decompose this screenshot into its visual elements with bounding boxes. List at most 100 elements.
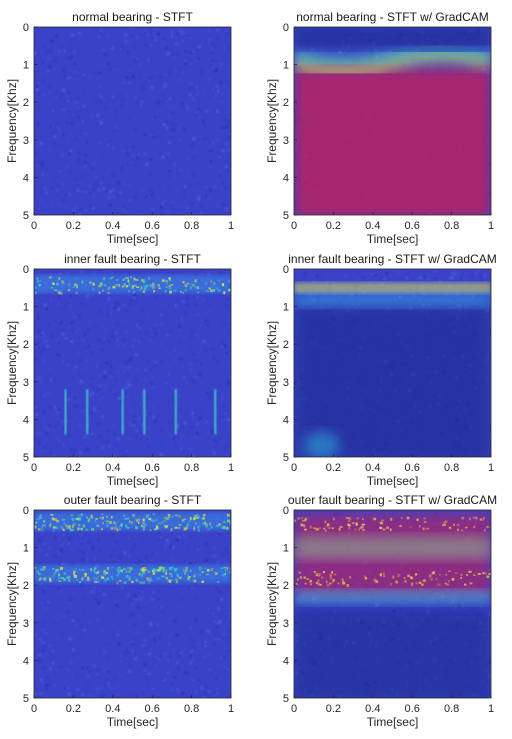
x-tick-label: 0.6 xyxy=(405,462,420,474)
y-tick-label: 0 xyxy=(283,22,289,34)
axes-frame xyxy=(33,26,232,216)
x-tick-label: 1 xyxy=(488,703,494,715)
x-tick-label: 0 xyxy=(291,462,297,474)
y-tick-label: 5 xyxy=(283,452,289,464)
heatmap-area xyxy=(294,27,491,215)
x-tick-label: 1 xyxy=(228,703,234,715)
y-tick-label: 0 xyxy=(283,264,289,276)
x-tick-label: 1 xyxy=(488,462,494,474)
axes-frame xyxy=(293,509,492,699)
x-tick-label: 0.8 xyxy=(444,462,459,474)
axes-frame xyxy=(293,26,492,216)
heatmap-area xyxy=(294,510,491,698)
y-axis-label: Frequency[Khz] xyxy=(5,562,19,646)
energy-band xyxy=(34,512,231,532)
x-tick-label: 0.6 xyxy=(145,703,160,715)
x-tick-label: 0.6 xyxy=(405,220,420,232)
y-tick-label: 5 xyxy=(23,210,29,222)
y-tick-label: 5 xyxy=(23,452,29,464)
heatmap-area xyxy=(34,510,231,698)
y-tick-label: 1 xyxy=(23,543,29,555)
heatmap-area xyxy=(34,27,231,215)
x-axis-label: Time[sec] xyxy=(367,715,419,729)
y-tick-label: 3 xyxy=(23,618,29,630)
panel-b: normal bearing - STFT w/ GradCAM 0 0.2 0.4 0… xyxy=(265,10,494,246)
y-tick-label: 2 xyxy=(283,580,289,592)
plot-title: normal bearing - STFT xyxy=(72,10,193,24)
gradcam-overlay xyxy=(294,27,491,215)
y-axis-label: Frequency[Khz] xyxy=(5,79,19,163)
x-tick-label: 0.8 xyxy=(184,220,199,232)
y-tick-label: 1 xyxy=(283,302,289,314)
impulse-streak xyxy=(214,389,217,435)
x-axis-label: Time[sec] xyxy=(107,232,159,246)
impulse-streak xyxy=(64,389,67,435)
x-axis-label: Time[sec] xyxy=(107,474,159,488)
y-tick-label: 2 xyxy=(283,97,289,109)
y-tick-label: 4 xyxy=(23,414,29,426)
x-tick-label: 1 xyxy=(228,462,234,474)
x-axis-label: Time[sec] xyxy=(107,715,159,729)
y-tick-label: 1 xyxy=(23,302,29,314)
y-axis-label: Frequency[Khz] xyxy=(5,321,19,405)
x-tick-label: 0.2 xyxy=(66,703,81,715)
panel-a: normal bearing - STFT 0 0.2 0.4 0.6 0.8 1 0 1 2 3 4… xyxy=(5,10,234,246)
y-tick-label: 4 xyxy=(23,655,29,667)
x-tick-label: 0.4 xyxy=(365,703,380,715)
gradcam-overlay xyxy=(294,282,491,457)
y-axis-label: Frequency[Khz] xyxy=(265,79,279,163)
energy-band xyxy=(34,564,231,585)
axes-frame xyxy=(33,509,232,699)
x-tick-label: 0.4 xyxy=(105,462,120,474)
axes-frame xyxy=(33,268,232,458)
y-tick-label: 0 xyxy=(23,22,29,34)
impulse-streak xyxy=(143,389,146,435)
x-tick-label: 0.2 xyxy=(66,220,81,232)
x-tick-label: 0.4 xyxy=(105,703,120,715)
y-tick-label: 5 xyxy=(283,693,289,705)
x-tick-label: 0.8 xyxy=(184,703,199,715)
plot-title: outer fault bearing - STFT w/ GradCAM xyxy=(288,493,497,507)
x-tick-label: 0 xyxy=(31,220,37,232)
y-tick-label: 0 xyxy=(23,505,29,517)
plot-title: inner fault bearing - STFT xyxy=(64,252,201,266)
plot-title: inner fault bearing - STFT w/ GradCAM xyxy=(288,252,497,266)
y-tick-label: 4 xyxy=(283,655,289,667)
y-tick-label: 2 xyxy=(23,339,29,351)
panel-e: outer fault bearing - STFT 0 0.2 0.4 0.6 0.8 1… xyxy=(5,493,234,729)
y-axis-label: Frequency[Khz] xyxy=(265,562,279,646)
y-tick-label: 1 xyxy=(283,60,289,72)
x-tick-label: 0.8 xyxy=(184,462,199,474)
x-tick-label: 1 xyxy=(228,220,234,232)
panel-c: inner fault bearing - STFT 0 0.2 0.4 0.6 0.8 1… xyxy=(5,252,234,488)
y-tick-label: 5 xyxy=(283,210,289,222)
x-tick-label: 0.4 xyxy=(365,462,380,474)
panel-f: outer fault bearing - STFT w/ GradCAM 0 0.… xyxy=(265,493,497,729)
y-tick-label: 2 xyxy=(23,580,29,592)
y-tick-label: 3 xyxy=(283,618,289,630)
x-tick-label: 0 xyxy=(31,462,37,474)
y-tick-label: 3 xyxy=(283,135,289,147)
y-tick-label: 4 xyxy=(283,414,289,426)
x-tick-label: 1 xyxy=(488,220,494,232)
x-tick-label: 0.4 xyxy=(365,220,380,232)
heatmap-background xyxy=(34,27,231,215)
y-tick-label: 3 xyxy=(283,377,289,389)
y-tick-label: 5 xyxy=(23,693,29,705)
axes-frame xyxy=(293,268,492,458)
x-axis-label: Time[sec] xyxy=(367,474,419,488)
heatmap-area xyxy=(34,269,231,457)
x-tick-label: 0.2 xyxy=(326,220,341,232)
y-tick-label: 1 xyxy=(23,60,29,72)
x-tick-label: 0.6 xyxy=(405,703,420,715)
y-tick-label: 2 xyxy=(283,339,289,351)
x-tick-label: 0.2 xyxy=(326,703,341,715)
x-tick-label: 0.6 xyxy=(145,462,160,474)
gradcam-overlay xyxy=(294,514,491,698)
x-tick-label: 0 xyxy=(291,703,297,715)
impulse-streak xyxy=(121,389,124,435)
y-tick-label: 4 xyxy=(283,172,289,184)
x-tick-label: 0.6 xyxy=(145,220,160,232)
